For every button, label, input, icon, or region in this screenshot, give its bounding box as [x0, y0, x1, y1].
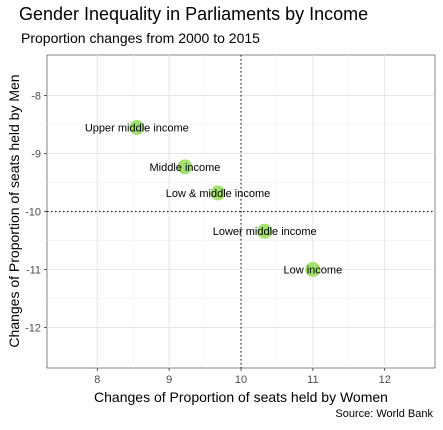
x-tick-label: 9	[166, 374, 172, 386]
x-axis-title: Changes of Proportion of seats held by W…	[94, 389, 388, 405]
data-point	[129, 119, 145, 135]
data-point	[177, 159, 193, 175]
x-tick-label: 12	[379, 374, 391, 386]
point-label: Low & middle income	[166, 188, 271, 200]
chart-subtitle: Proportion changes from 2000 to 2015	[21, 30, 260, 46]
x-axis-ticks: 8 9 10 11 12	[94, 368, 391, 386]
data-point	[210, 185, 226, 201]
y-tick-label: -11	[26, 264, 41, 276]
y-tick-label: -10	[25, 207, 41, 219]
source-caption: Source: World Bank	[335, 408, 433, 420]
point-label: Middle income	[149, 162, 220, 174]
data-point	[257, 223, 273, 239]
x-tick-label: 8	[94, 374, 100, 386]
x-tick-label: 11	[307, 374, 318, 386]
y-tick-label: -12	[25, 322, 41, 334]
point-label: Low income	[284, 264, 343, 276]
point-label: Lower middle income	[213, 226, 317, 238]
data-points	[129, 119, 321, 277]
y-axis-title: Changes of Proportion of seats held by M…	[6, 74, 22, 347]
chart-title: Gender Inequality in Parliaments by Inco…	[19, 4, 369, 24]
point-label: Upper middle income	[85, 122, 189, 134]
point-labels: Upper middle income Middle income Low & mi…	[85, 122, 342, 276]
reference-lines	[47, 55, 435, 368]
y-tick-label: -9	[31, 149, 41, 161]
x-tick-label: 10	[235, 374, 247, 386]
y-tick-label: -8	[31, 91, 41, 103]
data-point	[305, 261, 321, 277]
y-axis-ticks: -8 -9 -10 -11 -12	[25, 91, 47, 334]
